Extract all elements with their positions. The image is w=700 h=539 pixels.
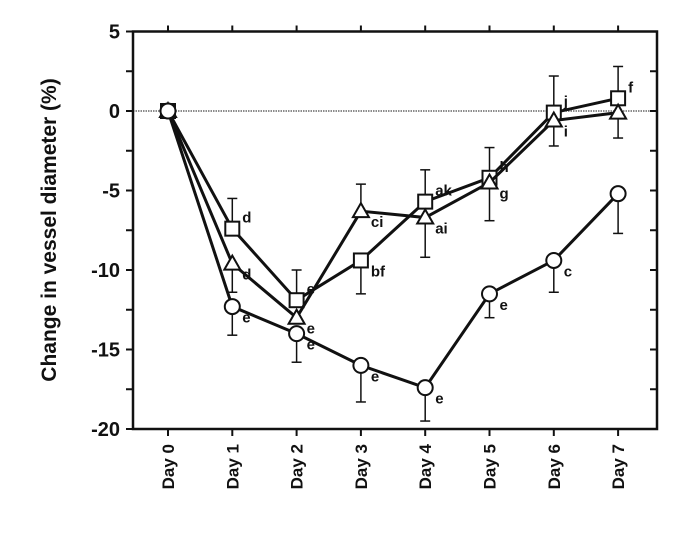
point-annotation: e: [500, 297, 508, 314]
series-triangle: d e ci ai g i: [158, 100, 628, 338]
circle-marker: [609, 185, 627, 203]
x-tick-label: Day 0: [159, 444, 178, 489]
point-annotation: j: [563, 94, 568, 111]
square-marker: [288, 292, 305, 309]
triangle-marker: [286, 307, 307, 325]
point-annotation: g: [500, 186, 509, 203]
point-annotation: e: [307, 337, 315, 354]
triangle-marker: [351, 201, 371, 219]
circle-marker: [288, 325, 306, 343]
square-marker: [417, 193, 434, 210]
point-annotation: ai: [435, 221, 448, 238]
point-annotation: c: [564, 263, 572, 280]
x-tick-label: Day 5: [481, 444, 500, 489]
point-annotation: e: [371, 368, 379, 385]
point-annotation: d: [242, 210, 251, 227]
triangle-marker: [608, 102, 628, 120]
circle-marker: [416, 379, 434, 397]
y-tick-label: -20: [91, 419, 120, 441]
circle-marker: [352, 356, 370, 374]
point-annotation: e: [307, 281, 315, 298]
point-annotation: i: [564, 124, 568, 141]
y-tick-label: 5: [109, 22, 120, 44]
point-annotation: d: [242, 267, 251, 284]
x-tick-label: Day 7: [609, 444, 628, 489]
y-axis-label: Change in vessel diameter (%): [38, 78, 61, 381]
series-line: [166, 110, 619, 320]
point-annotation: f: [628, 79, 634, 96]
triangle-marker: [544, 110, 564, 128]
series-line: [166, 96, 619, 303]
x-tick-label: Day 6: [545, 444, 564, 489]
y-tick-label: -15: [91, 340, 120, 362]
x-tick-label: Day 1: [223, 444, 242, 489]
point-annotation: e: [435, 391, 443, 408]
y-tick-label: -10: [91, 260, 120, 282]
circle-marker: [159, 102, 177, 120]
circle-marker: [545, 251, 563, 269]
point-annotation: bf: [371, 263, 386, 280]
x-tick-label: Day 3: [352, 444, 371, 489]
triangle-marker: [415, 207, 435, 225]
circle-marker: [481, 285, 498, 303]
y-tick-label: -5: [102, 181, 120, 203]
y-tick-label: 0: [109, 101, 120, 123]
point-annotation: ci: [371, 214, 384, 231]
square-marker: [352, 252, 369, 269]
triangle-marker: [222, 253, 243, 271]
x-tick-label: Day 2: [288, 444, 307, 489]
point-annotation: e: [307, 321, 315, 338]
circle-marker: [223, 298, 241, 316]
square-marker: [224, 220, 241, 237]
point-annotation: e: [242, 310, 250, 327]
triangle-marker: [479, 172, 500, 190]
x-tick-label: Day 4: [416, 443, 435, 489]
point-annotation: ak: [435, 183, 452, 200]
series-line: [166, 110, 620, 390]
